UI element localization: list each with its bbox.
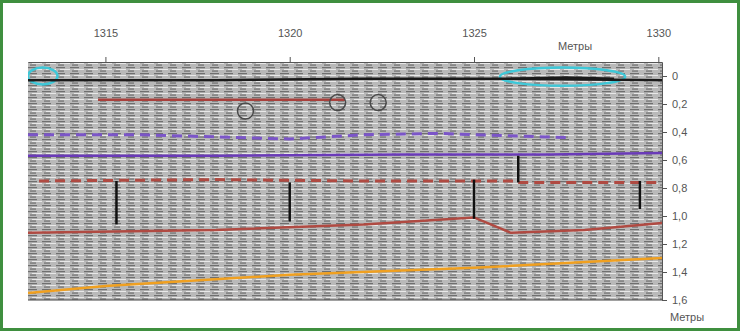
tick-label: 0,8 bbox=[672, 182, 687, 194]
tick: 0,2 bbox=[662, 98, 687, 110]
point bbox=[370, 95, 386, 111]
tick-mark bbox=[290, 57, 291, 62]
plot-background bbox=[28, 62, 662, 300]
tick-mark bbox=[658, 57, 659, 62]
tick-label: 1325 bbox=[462, 27, 486, 39]
horizon-line bbox=[115, 181, 118, 224]
tick-mark bbox=[662, 188, 667, 189]
tick: 1,4 bbox=[662, 266, 687, 278]
tick-mark bbox=[662, 300, 667, 301]
chart: 1315 1320 1325 1330 0 0,2 0,4 0,6 0,8 1,0 1,2 1,4 1,… bbox=[0, 0, 740, 331]
tick: 1,2 bbox=[662, 238, 687, 250]
horizon-line bbox=[639, 181, 642, 209]
horizon-line bbox=[28, 79, 662, 80]
tick-mark bbox=[105, 57, 106, 62]
tick-mark bbox=[662, 132, 667, 133]
zone bbox=[28, 68, 57, 85]
x-axis-title: Метры bbox=[558, 40, 592, 52]
horizon-line bbox=[28, 153, 662, 156]
tick-mark bbox=[662, 104, 667, 105]
tick-label: 0 bbox=[672, 70, 678, 82]
tick: 0,4 bbox=[662, 126, 687, 138]
horizon-line bbox=[473, 180, 476, 219]
tick: 0,6 bbox=[662, 154, 687, 166]
plot-border bbox=[28, 300, 662, 301]
frame bbox=[2, 2, 739, 330]
tick-mark bbox=[662, 160, 667, 161]
axis-line bbox=[662, 63, 663, 301]
tick-mark bbox=[662, 216, 667, 217]
horizon-line bbox=[518, 181, 658, 184]
tick-mark bbox=[662, 76, 667, 77]
zone bbox=[500, 68, 625, 86]
horizon-line bbox=[39, 180, 518, 181]
tick-label: 0,6 bbox=[672, 154, 687, 166]
x-axis: 1315 1320 1325 1330 bbox=[29, 27, 672, 63]
tick: 1325 bbox=[462, 27, 486, 62]
tick-label: 1320 bbox=[278, 27, 302, 39]
tick: 1,6 bbox=[662, 294, 687, 306]
y-axis-title: Метры bbox=[670, 311, 704, 323]
tick-label: 1,0 bbox=[672, 210, 687, 222]
tick-label: 0,2 bbox=[672, 98, 687, 110]
tick: 1315 bbox=[94, 27, 118, 62]
point bbox=[237, 103, 253, 119]
axis-line bbox=[29, 62, 663, 63]
tick-label: 1315 bbox=[94, 27, 118, 39]
tick: 0 bbox=[662, 70, 678, 82]
tick: 1330 bbox=[647, 27, 671, 62]
tick-mark bbox=[662, 272, 667, 273]
tick-label: 1,4 bbox=[672, 266, 687, 278]
tick-mark bbox=[474, 57, 475, 62]
horizon-line bbox=[28, 217, 662, 232]
point bbox=[330, 95, 346, 111]
tick: 1320 bbox=[278, 27, 302, 62]
horizon-line bbox=[517, 156, 520, 183]
tick-label: 1,6 bbox=[672, 294, 687, 306]
tick: 1,0 bbox=[662, 210, 687, 222]
tick-label: 1330 bbox=[647, 27, 671, 39]
marks bbox=[28, 68, 662, 293]
horizon-line bbox=[98, 99, 345, 102]
tick: 0,8 bbox=[662, 182, 687, 194]
horizon-line bbox=[28, 258, 662, 293]
tick-label: 1,2 bbox=[672, 238, 687, 250]
horizon-line bbox=[511, 77, 614, 78]
horizon-line bbox=[28, 133, 566, 139]
horizon-line bbox=[288, 182, 291, 221]
y-axis: 0 0,2 0,4 0,6 0,8 1,0 1,2 1,4 1,6 bbox=[662, 63, 687, 307]
tick-label: 0,4 bbox=[672, 126, 687, 138]
tick-mark bbox=[662, 244, 667, 245]
